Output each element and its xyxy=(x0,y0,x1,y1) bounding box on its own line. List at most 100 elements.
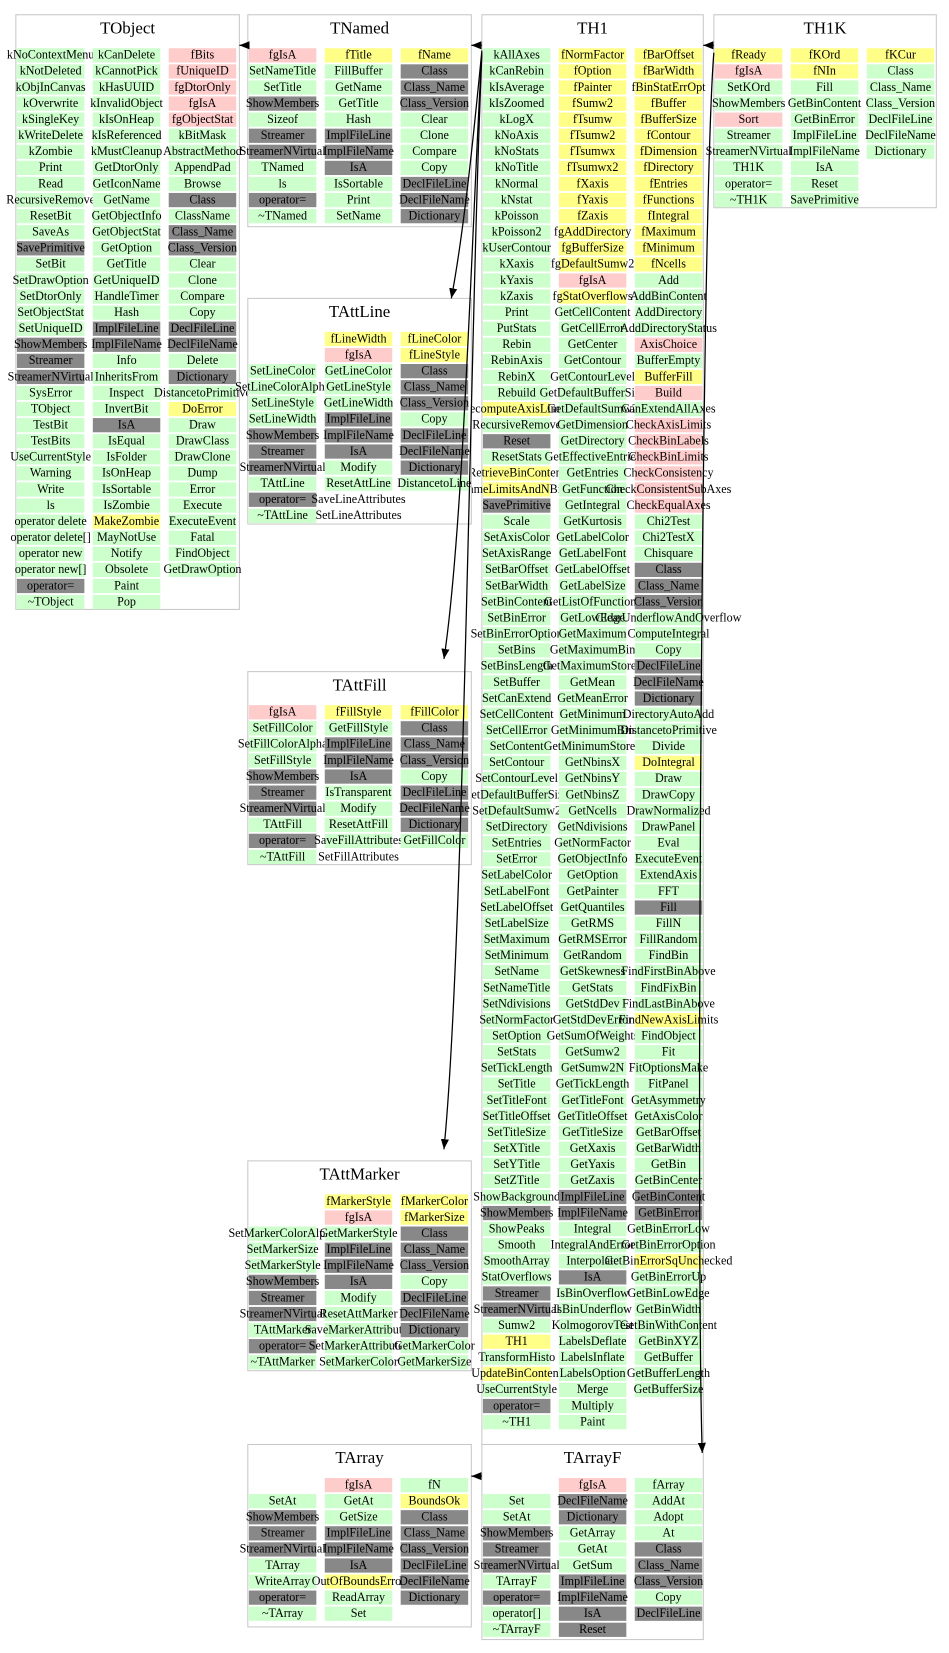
member-name: kPoisson2 xyxy=(492,225,542,239)
member-name: Streamer xyxy=(261,1290,305,1304)
member-cell xyxy=(324,112,393,127)
member-cell xyxy=(248,1322,317,1338)
member-name: GetFillStyle xyxy=(329,721,388,735)
member-name: DeclFileLine xyxy=(402,176,466,190)
member-cell xyxy=(482,948,551,963)
member-cell xyxy=(400,1210,469,1225)
member-name: DeclFileName xyxy=(399,801,470,815)
member-name: ImplFileLine xyxy=(561,1189,625,1203)
member-name: Smooth xyxy=(498,1238,536,1252)
member-name: GetArray xyxy=(570,1526,616,1540)
member-cell xyxy=(92,80,161,95)
member-name: fUniqueID xyxy=(176,64,229,78)
member-name: kOverwrite xyxy=(23,96,78,110)
member-name: fPainter xyxy=(573,80,611,94)
member-name: SetNameTitle xyxy=(483,980,550,994)
member-cell xyxy=(16,594,85,610)
member-name: DeclFileName xyxy=(167,337,238,351)
member-name: fArray xyxy=(652,1477,684,1491)
member-name: ~TObject xyxy=(28,594,75,608)
member-name: kNormal xyxy=(495,176,539,190)
member-cell xyxy=(482,241,551,256)
member-cell xyxy=(248,508,317,523)
member-cell xyxy=(324,769,393,784)
member-name: CheckBinLabels xyxy=(628,434,709,448)
member-name: IsA xyxy=(350,1274,368,1288)
member-cell xyxy=(714,128,783,143)
member-cell xyxy=(558,1477,627,1493)
member-cell xyxy=(482,1318,551,1333)
member-name: FindBin xyxy=(649,948,689,962)
member-cell xyxy=(16,401,85,417)
member-cell xyxy=(482,1270,551,1285)
member-cell xyxy=(248,1558,317,1573)
member-name: IsA xyxy=(118,417,136,431)
member-cell xyxy=(324,428,393,443)
member-cell xyxy=(482,1222,551,1237)
member-name: GetMean xyxy=(570,675,615,689)
member-cell xyxy=(92,353,161,368)
member-name: ~TAttLine xyxy=(257,508,308,522)
member-name: GetNbinsX xyxy=(565,755,620,769)
member-cell xyxy=(558,257,627,272)
member-cell xyxy=(634,530,703,545)
member-cell xyxy=(324,1290,393,1306)
member-name: StreamerNVirtual xyxy=(8,369,95,383)
member-cell xyxy=(558,1157,627,1172)
member-cell xyxy=(482,1157,551,1172)
member-name: kLogX xyxy=(500,112,535,126)
member-cell xyxy=(558,884,627,899)
member-cell xyxy=(168,64,237,79)
member-name: Rebuild xyxy=(497,385,535,399)
member-name: Draw xyxy=(655,771,682,785)
member-name: IsTransparent xyxy=(325,785,392,799)
member-name: GetOption xyxy=(567,868,618,882)
member-name: GetBinError xyxy=(638,1205,699,1219)
member-name: kInvalidObject xyxy=(90,96,163,110)
member-cell xyxy=(324,176,393,192)
member-name: kBitMask xyxy=(179,128,228,142)
member-cell xyxy=(248,737,317,752)
member-name: ShowMembers xyxy=(14,337,88,351)
member-name: kAllAxes xyxy=(493,48,540,62)
member-name: Class xyxy=(655,1542,682,1556)
member-name: TestBits xyxy=(31,434,71,448)
member-cell xyxy=(634,980,703,996)
member-name: fgIsA xyxy=(735,64,763,78)
member-name: ReadArray xyxy=(332,1590,385,1604)
member-name: Class_Name xyxy=(404,1526,465,1540)
member-cell xyxy=(558,128,627,143)
member-cell xyxy=(558,1414,627,1430)
member-name: GetBinErrorSqUnchecked xyxy=(605,1254,733,1268)
member-cell xyxy=(558,1205,627,1221)
member-name: HandleTimer xyxy=(94,289,158,303)
member-cell xyxy=(92,498,161,513)
member-name: kUserContour xyxy=(482,241,551,255)
member-cell xyxy=(92,48,161,63)
member-cell xyxy=(324,80,393,95)
member-cell xyxy=(558,755,627,770)
member-name: fKOrd xyxy=(809,48,841,62)
member-cell xyxy=(558,144,627,159)
member-cell xyxy=(16,498,85,513)
member-cell xyxy=(92,144,161,159)
member-cell xyxy=(482,627,551,642)
member-name: SetMarkerColorAlpha xyxy=(228,1226,337,1240)
member-name: SetLineWidth xyxy=(249,412,316,426)
member-name: DeclFileLine xyxy=(637,1606,701,1620)
member-cell xyxy=(168,562,237,578)
member-cell xyxy=(558,868,627,883)
member-cell xyxy=(16,241,85,256)
member-cell xyxy=(634,64,703,79)
member-name: StreamerNVirtual xyxy=(240,144,327,158)
member-name: SetDefaultSumw2 xyxy=(472,803,561,817)
member-name: RecursiveRemove xyxy=(6,192,95,206)
member-name: SetBins xyxy=(498,643,536,657)
member-name: fBits xyxy=(191,48,215,62)
member-cell xyxy=(790,128,859,143)
member-cell xyxy=(634,289,703,304)
member-name: Class_Version xyxy=(400,1258,469,1272)
member-cell xyxy=(634,305,703,320)
member-cell xyxy=(482,723,551,738)
member-name: kNoTitle xyxy=(495,160,538,174)
